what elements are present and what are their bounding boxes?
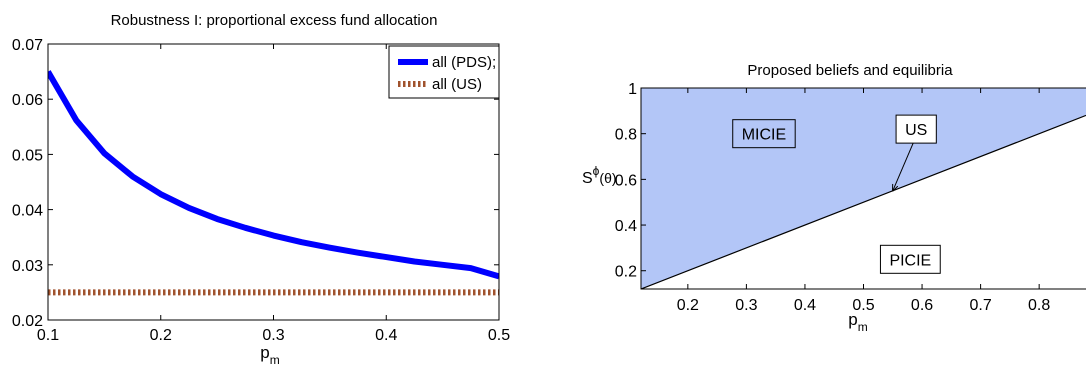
legend-label-pds: all (PDS); (432, 54, 496, 71)
y-tick-label: 0.2 (615, 264, 637, 281)
x-tick-label: 0.3 (262, 327, 284, 344)
x-tick-label: 0.5 (488, 327, 510, 344)
left-chart: Robustness I: proportional excess fund a… (12, 12, 510, 367)
left-chart-legend: all (PDS); all (US) (388, 45, 500, 99)
micie-region-fill (641, 88, 1086, 289)
region-label-picie-text: PICIE (889, 252, 931, 269)
x-tick-label: 0.2 (677, 297, 699, 314)
region-label-picie: PICIE (879, 244, 941, 274)
x-tick-label: 0.4 (794, 297, 816, 314)
right-chart-x-axis-label: pm (848, 310, 867, 334)
left-chart-ticks: 0.1 0.2 0.3 0.4 0.5 0.02 0.03 0.04 0.05 0.06 0.07 (12, 37, 510, 344)
left-chart-x-axis-label: pm (260, 343, 279, 367)
y-tick-label: 0.4 (615, 218, 637, 235)
annotation-us: US (895, 114, 937, 144)
y-tick-label: 0.03 (12, 258, 43, 275)
x-tick-label: 0.3 (735, 297, 757, 314)
x-tick-label: 0.4 (375, 327, 397, 344)
us-boundary-line (641, 114, 1086, 289)
y-tick-label: 0.07 (12, 37, 43, 54)
legend-label-us: all (US) (432, 76, 482, 93)
x-tick-label: 0.8 (1028, 297, 1050, 314)
annotation-us-text: US (905, 122, 927, 139)
region-label-picie-box (879, 244, 941, 274)
x-tick-label: 0.1 (37, 327, 59, 344)
right-chart-ticks: 0.2 0.3 0.4 0.5 0.6 0.7 0.8 0.2 0.4 0.6 0.8 1 (615, 81, 1051, 314)
legend-box (388, 45, 500, 99)
y-tick-label: 0.02 (12, 313, 43, 330)
x-tick-label: 0.2 (150, 327, 172, 344)
right-chart-title: Proposed beliefs and equilibria (747, 62, 953, 79)
y-tick-label: 0.8 (615, 127, 637, 144)
x-tick-label: 0.5 (852, 297, 874, 314)
annotation-us-box (895, 114, 937, 144)
y-tick-label: 0.04 (12, 203, 43, 220)
right-chart-y-axis-label: Sϕ(θ) (582, 164, 617, 187)
series-line-0 (48, 70, 499, 280)
left-chart-title: Robustness I: proportional excess fund a… (111, 12, 438, 29)
x-tick-label: 0.6 (911, 297, 933, 314)
y-tick-label: 0.05 (12, 147, 43, 164)
y-tick-label: 0.06 (12, 92, 43, 109)
region-label-micie-box (732, 119, 796, 149)
y-tick-label: 1 (628, 81, 637, 98)
annotation-us-arrow (893, 142, 914, 191)
y-tick-label: 0.6 (615, 172, 637, 189)
region-label-micie: MICIE (732, 119, 796, 149)
right-chart: Proposed beliefs and equilibria 0.2 0.3 0.… (582, 62, 1086, 334)
region-label-micie-text: MICIE (742, 127, 786, 144)
right-chart-axes-frame (640, 87, 1086, 290)
x-tick-label: 0.7 (969, 297, 991, 314)
